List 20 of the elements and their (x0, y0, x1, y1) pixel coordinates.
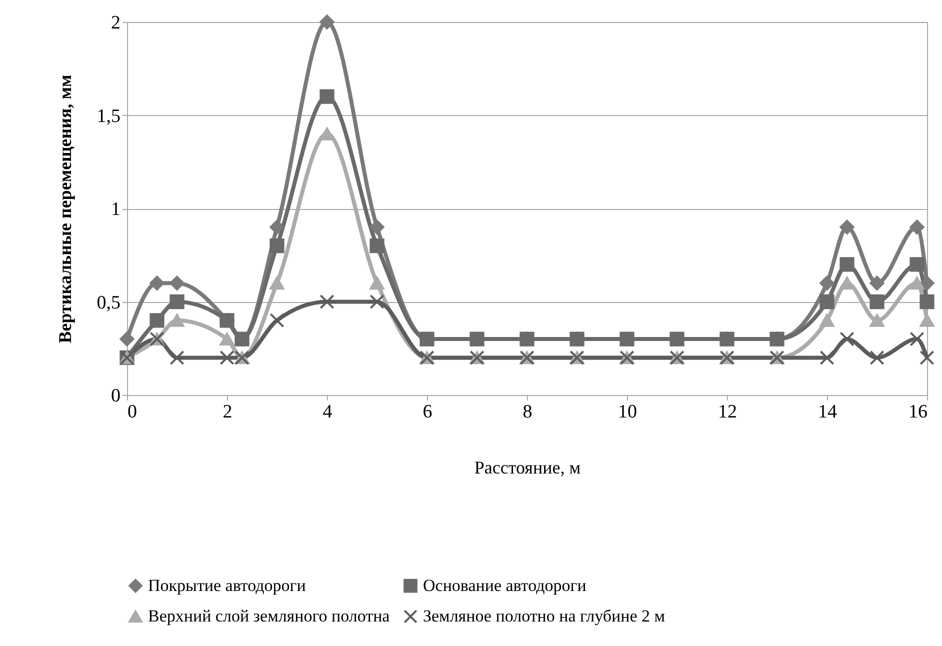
y-tick-label: 0,5 (96, 292, 120, 314)
x-tick-label: 12 (718, 402, 737, 422)
x-tick-label: 6 (422, 402, 432, 422)
legend-label: Покрытие автодороги (148, 576, 306, 595)
x-tick-label: 10 (618, 402, 637, 422)
x-tick-label: 4 (322, 402, 333, 422)
x-tick-label: 16 (908, 402, 928, 422)
x-tick-label: 14 (818, 402, 838, 422)
x-axis-title: Расстояние, м (474, 458, 581, 478)
legend-label: Земляное полотно на глубине 2 м (423, 606, 666, 626)
y-axis-title: Вертикальные перемещения, мм (54, 74, 75, 344)
y-tick-label: 1 (111, 199, 120, 220)
legend-label: Верхний слой земляного полотна (148, 606, 390, 626)
x-tick-label: 8 (522, 402, 532, 422)
y-tick-label: 0 (111, 386, 120, 406)
legend-label: Основание автодороги (423, 576, 586, 595)
y-tick-label: 1,5 (96, 106, 120, 127)
y-tick-label: 2 (111, 12, 120, 34)
x-tick-label: 0 (128, 402, 137, 422)
x-tick-label: 2 (222, 402, 232, 422)
